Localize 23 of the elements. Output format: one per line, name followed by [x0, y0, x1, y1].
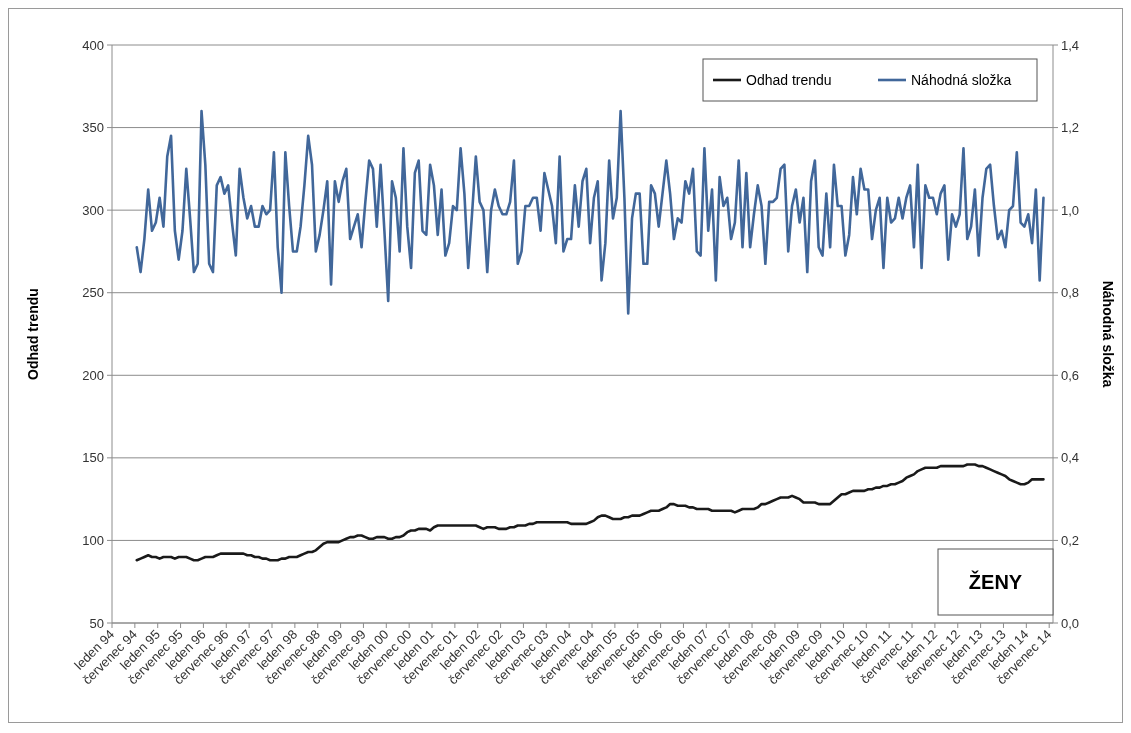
y2-tick-label: 1,0 [1061, 202, 1080, 218]
y-tick-label: 200 [82, 367, 104, 383]
y-tick-label: 250 [82, 285, 104, 301]
y-axis-title: Odhad trendu [25, 288, 41, 380]
y2-tick-label: 1,2 [1061, 120, 1080, 136]
y2-tick-label: 1,4 [1061, 37, 1080, 53]
y-tick-label: 100 [82, 532, 104, 548]
y-tick-label: 350 [82, 120, 104, 136]
legend-label: Náhodná složka [911, 71, 1012, 88]
y-tick-label: 150 [82, 450, 104, 466]
y-tick-label: 300 [82, 202, 104, 218]
y2-axis-title: Náhodná složka [1100, 280, 1116, 388]
line-series [135, 463, 1045, 562]
y2-tick-label: 0,2 [1061, 532, 1080, 548]
y-tick-label: 50 [89, 615, 104, 631]
annotation: ŽENY [968, 570, 1023, 593]
y2-tick-label: 0,8 [1061, 285, 1080, 301]
y2-tick-label: 0,4 [1061, 450, 1080, 466]
y-tick-label: 400 [82, 37, 104, 53]
y2-tick-label: 0,0 [1061, 615, 1080, 631]
line-series [135, 109, 1045, 315]
y2-tick-label: 0,6 [1061, 367, 1080, 383]
legend-label: Odhad trendu [746, 71, 832, 88]
